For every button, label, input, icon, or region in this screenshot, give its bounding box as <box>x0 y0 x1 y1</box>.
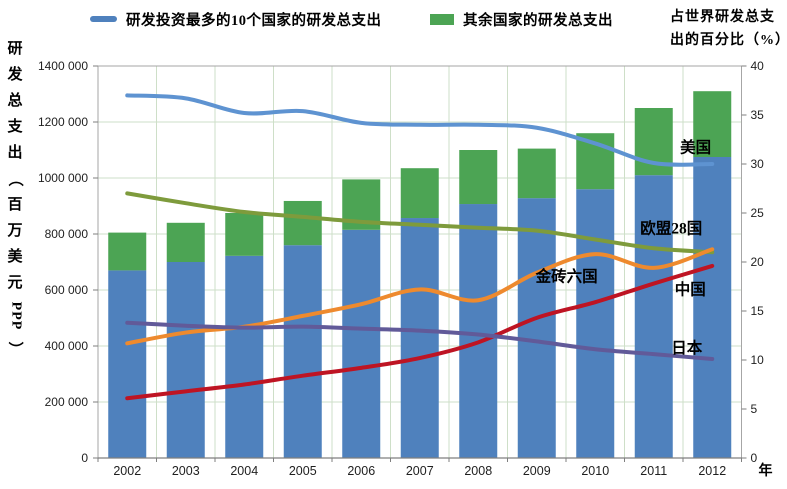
bar-rest-2009 <box>517 148 556 199</box>
right-axis-title: 占世界研发总支 出的百分比（%） <box>670 6 787 52</box>
bar-top10-2003 <box>166 262 205 458</box>
line-china <box>125 263 715 401</box>
bar-top10-2006 <box>342 229 381 458</box>
bar-rest-2012 <box>693 91 732 157</box>
legend-swatch-rest <box>430 13 454 25</box>
left-tick-label: 600 000 <box>45 283 89 297</box>
left-axis-title: 研发总支出（百万美元 PPP） <box>3 36 27 362</box>
left-axis-title-char: 研 <box>7 41 23 57</box>
right-tick-label: 25 <box>751 206 765 220</box>
right-tick-label: 30 <box>751 157 765 171</box>
bar-top10-2007 <box>400 218 439 458</box>
bar-rest-2002 <box>108 232 147 271</box>
line-japan <box>125 320 715 362</box>
line-us <box>125 93 715 167</box>
x-tick-label: 2008 <box>464 464 492 478</box>
bar-rest-2008 <box>459 150 498 205</box>
left-tick-label: 0 <box>81 451 88 465</box>
bar-top10-2012 <box>693 157 732 458</box>
bar-top10-2008 <box>459 204 498 458</box>
right-axis-title-line2: 出的百分比（%） <box>670 33 787 48</box>
bar-rest-2003 <box>166 222 205 262</box>
line-label-japan: 日本 <box>671 338 703 357</box>
line-label-eu28: 欧盟28国 <box>640 219 702 238</box>
left-tick-label: 1200 000 <box>38 115 88 129</box>
x-tick-label: 2009 <box>523 464 551 478</box>
left-tick-label: 800 000 <box>45 227 89 241</box>
x-tick-label: 2006 <box>347 464 375 478</box>
right-tick-label: 10 <box>751 353 765 367</box>
x-axis-unit-label: 年 <box>759 462 773 479</box>
x-tick-label: 2007 <box>406 464 434 478</box>
left-axis-title-char: 美 <box>7 249 23 265</box>
left-axis-title-char: 出 <box>7 145 23 161</box>
legend-item-rest-countries: 其余国家的研发总支出 <box>430 8 613 30</box>
line-label-brics6: 金砖六国 <box>535 267 598 286</box>
left-axis-title-char: 总 <box>7 93 23 109</box>
left-axis-title-char: 百 <box>7 197 23 213</box>
bar-top10-2002 <box>108 270 147 458</box>
left-axis-title-char: 万 <box>7 223 23 239</box>
x-tick-label: 2011 <box>640 464 667 478</box>
line-eu28 <box>125 191 715 255</box>
bar-top10-2009 <box>517 198 556 458</box>
bar-rest-2004 <box>225 213 264 256</box>
legend-swatch-top10 <box>90 16 117 22</box>
bar-top10-2004 <box>225 255 264 458</box>
bar-rest-2005 <box>283 200 322 246</box>
right-tick-label: 5 <box>751 402 758 416</box>
left-tick-label: 1400 000 <box>38 59 88 73</box>
right-tick-label: 35 <box>751 108 765 122</box>
legend-label-top10: 研发投资最多的10个国家的研发总支出 <box>126 12 382 29</box>
bar-top10-2011 <box>634 175 673 458</box>
x-tick-label: 2005 <box>289 464 317 478</box>
left-tick-label: 1000 000 <box>38 171 88 185</box>
left-axis-title-char: 发 <box>7 67 23 83</box>
right-axis-title-line1: 占世界研发总支 <box>670 10 775 25</box>
right-tick-label: 15 <box>751 304 765 318</box>
left-axis-title-char: 支 <box>7 119 23 135</box>
x-tick-label: 2003 <box>172 464 200 478</box>
bar-top10-2010 <box>576 189 615 458</box>
left-tick-label: 200 000 <box>45 395 89 409</box>
line-label-us: 美国 <box>680 137 711 156</box>
legend-label-rest: 其余国家的研发总支出 <box>463 12 613 29</box>
legend-item-top10-countries: 研发投资最多的10个国家的研发总支出 <box>90 8 382 30</box>
left-axis-title-char: 元 <box>7 275 23 291</box>
right-tick-label: 20 <box>751 255 765 269</box>
left-tick-label: 400 000 <box>45 339 89 353</box>
line-label-china: 中国 <box>675 279 706 298</box>
x-tick-label: 2010 <box>581 464 609 478</box>
x-tick-label: 2002 <box>113 464 141 478</box>
bar-rest-2007 <box>400 168 439 219</box>
bar-top10-2005 <box>283 245 322 458</box>
x-tick-label: 2004 <box>230 464 258 478</box>
x-tick-label: 2012 <box>698 464 726 478</box>
right-tick-label: 0 <box>751 451 758 465</box>
right-tick-label: 40 <box>751 59 765 73</box>
